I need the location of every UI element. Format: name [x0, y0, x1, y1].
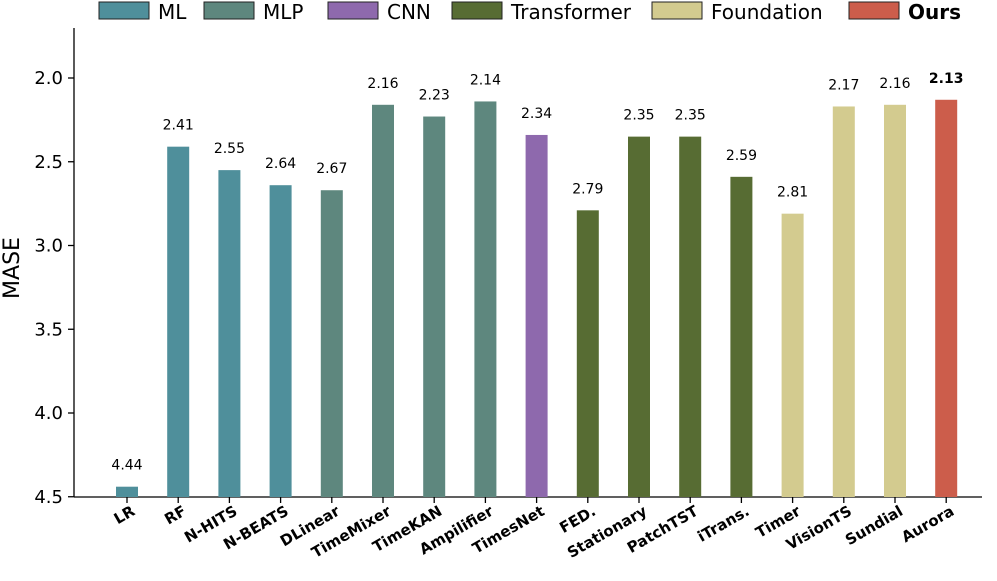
value-label: 2.35 [675, 108, 706, 124]
value-label: 2.55 [214, 141, 245, 157]
value-labels: 4.44 2.41 2.55 2.64 2.67 2.16 2.23 2.14 2.34 2.79… [111, 71, 963, 474]
y-tick-label: 4.5 [34, 487, 63, 508]
value-label: 2.41 [163, 118, 194, 134]
y-tick-label: 3.5 [34, 319, 63, 340]
bar-lr [116, 486, 138, 497]
value-label: 2.23 [419, 88, 450, 104]
category-label: iTrans. [694, 502, 752, 546]
legend-item-foundation: Foundation [651, 0, 823, 24]
bar-stationary [628, 136, 650, 497]
value-label: 2.14 [470, 72, 501, 88]
bars [116, 99, 958, 498]
legend-swatch [451, 1, 503, 20]
bar-timekan [423, 116, 446, 498]
value-label: 2.34 [521, 106, 552, 122]
legend-item-cnn: CNN [327, 0, 431, 24]
legend-label: MLP [263, 0, 303, 24]
bar-n-beats [269, 185, 292, 497]
value-label: 2.17 [828, 77, 859, 93]
legend-swatch [98, 1, 150, 20]
y-tick-label: 2.5 [34, 152, 63, 173]
legend-label: Ours [908, 0, 961, 24]
category-label: Sundial [842, 502, 906, 549]
legend-item-mlp: MLP [203, 0, 303, 24]
bar-timesnet [525, 134, 548, 497]
value-label: 2.81 [777, 185, 808, 201]
bar-n-hits [218, 170, 241, 497]
bar-rf [167, 146, 190, 498]
y-tick-label: 4.0 [34, 403, 63, 424]
legend: ML MLP CNN Transformer Foundation Ours [98, 0, 961, 24]
value-label: 2.67 [316, 161, 347, 177]
legend-swatch [848, 1, 900, 20]
legend-swatch [327, 1, 379, 20]
bar-visionts [832, 106, 855, 497]
bar-sundial [884, 104, 906, 498]
legend-swatch [651, 1, 703, 20]
bar-aurora [935, 99, 958, 498]
y-tick-label: 3.0 [34, 236, 63, 257]
value-label: 4.44 [111, 458, 142, 474]
bar-dlinear [320, 190, 343, 497]
category-label: RF [161, 502, 189, 528]
y-axis-title: MASE [0, 237, 25, 299]
value-label: 2.13 [929, 71, 964, 87]
y-axis: MASE 2.0 2.5 3.0 3.5 4.0 4.5 [0, 28, 75, 508]
category-label: Aurora [898, 502, 957, 546]
legend-item-ml: ML [98, 0, 187, 24]
bar-ampilifier [474, 101, 497, 497]
bar-itrans- [730, 176, 753, 497]
bar-patchtst [679, 136, 702, 497]
legend-swatch [203, 1, 255, 20]
bar-timer [781, 213, 804, 498]
category-labels: LR RFN-HITSN-BEATSDLinearTimeMixerTimeKAN… [111, 501, 957, 561]
y-tick-label: 2.0 [34, 68, 63, 89]
legend-label: Transformer [510, 0, 632, 24]
legend-label: CNN [387, 0, 431, 24]
legend-item-transformer: Transformer [451, 0, 632, 24]
bar-fed- [576, 210, 599, 497]
bar-timemixer [372, 104, 394, 498]
category-label: LR [111, 502, 139, 528]
legend-item-ours: Ours [848, 0, 961, 24]
value-label: 2.64 [265, 156, 296, 172]
value-label: 2.16 [879, 76, 910, 92]
value-label: 2.35 [623, 108, 654, 124]
legend-label: Foundation [711, 0, 823, 24]
value-label: 2.16 [367, 76, 398, 92]
legend-label: ML [158, 0, 187, 24]
value-label: 2.79 [572, 181, 603, 197]
value-label: 2.59 [726, 148, 757, 164]
